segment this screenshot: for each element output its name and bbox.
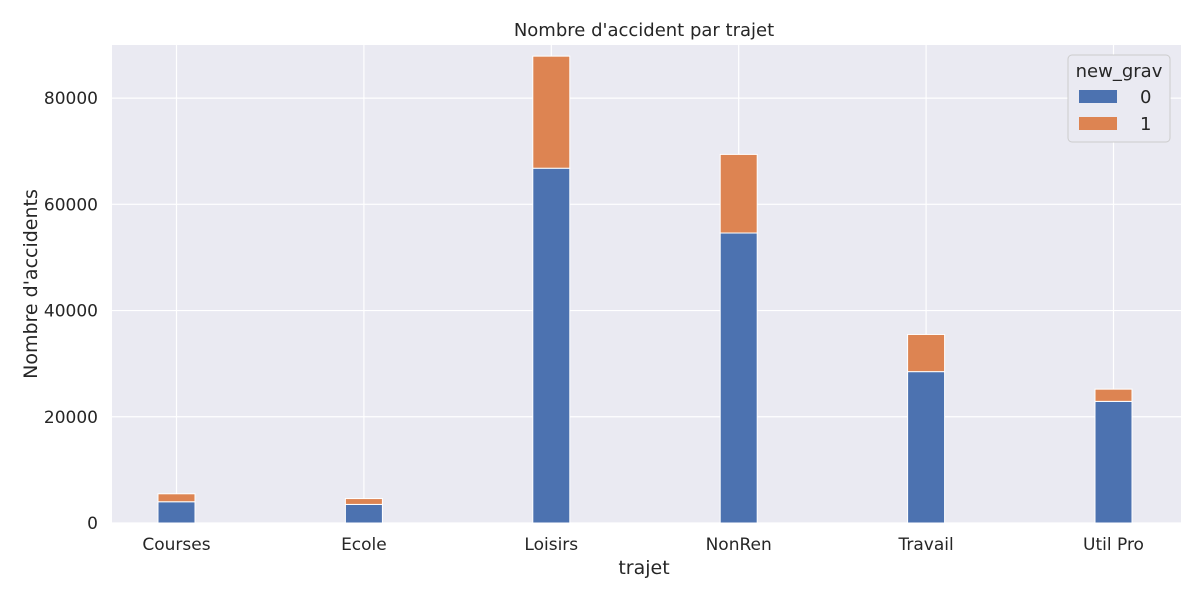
bar-ecole-series-1: [344, 498, 383, 505]
x-tick-label: Util Pro: [1083, 535, 1144, 555]
bar-courses-series-1: [157, 493, 196, 503]
bar-nonren-series-1: [719, 153, 758, 234]
y-axis-label: Nombre d'accidents: [20, 189, 42, 379]
bar-courses-series-0: [157, 501, 196, 524]
bar-ecole-series-0: [344, 503, 383, 524]
legend-title: new_grav: [1076, 61, 1163, 82]
y-tick-label: 80000: [44, 89, 98, 109]
x-tick-label: Ecole: [341, 535, 387, 555]
bar-util-pro-series-0: [1094, 400, 1133, 524]
bar-loisirs-series-1: [532, 55, 571, 169]
x-axis-ticks: Courses Ecole Loisirs NonRen Travail Util Pro: [142, 535, 1144, 555]
bar-loisirs-series-0: [532, 167, 571, 524]
legend-label-1: 1: [1140, 114, 1151, 135]
x-tick-label: Courses: [142, 535, 210, 555]
y-tick-label: 20000: [44, 408, 98, 428]
bars: [157, 55, 1133, 524]
x-tick-label: Loisirs: [524, 535, 578, 555]
x-tick-label: NonRen: [706, 535, 772, 555]
bar-nonren-series-0: [719, 232, 758, 524]
bar-util-pro-series-1: [1094, 388, 1133, 402]
y-tick-label: 40000: [44, 302, 98, 322]
legend-label-0: 0: [1140, 87, 1151, 108]
legend-swatch-0: [1079, 90, 1117, 103]
y-tick-label: 0: [87, 514, 98, 534]
legend: new_grav 0 1: [1067, 54, 1171, 143]
bar-travail-series-0: [907, 371, 946, 524]
y-axis-ticks: 0 20000 40000 60000 80000: [44, 89, 98, 534]
chart-title: Nombre d'accident par trajet: [514, 20, 774, 41]
legend-swatch-1: [1079, 117, 1117, 130]
x-tick-label: Travail: [897, 535, 953, 555]
y-tick-label: 60000: [44, 195, 98, 215]
bar-travail-series-1: [907, 333, 946, 373]
plot-background: [112, 45, 1181, 523]
x-axis-label: trajet: [618, 557, 669, 579]
